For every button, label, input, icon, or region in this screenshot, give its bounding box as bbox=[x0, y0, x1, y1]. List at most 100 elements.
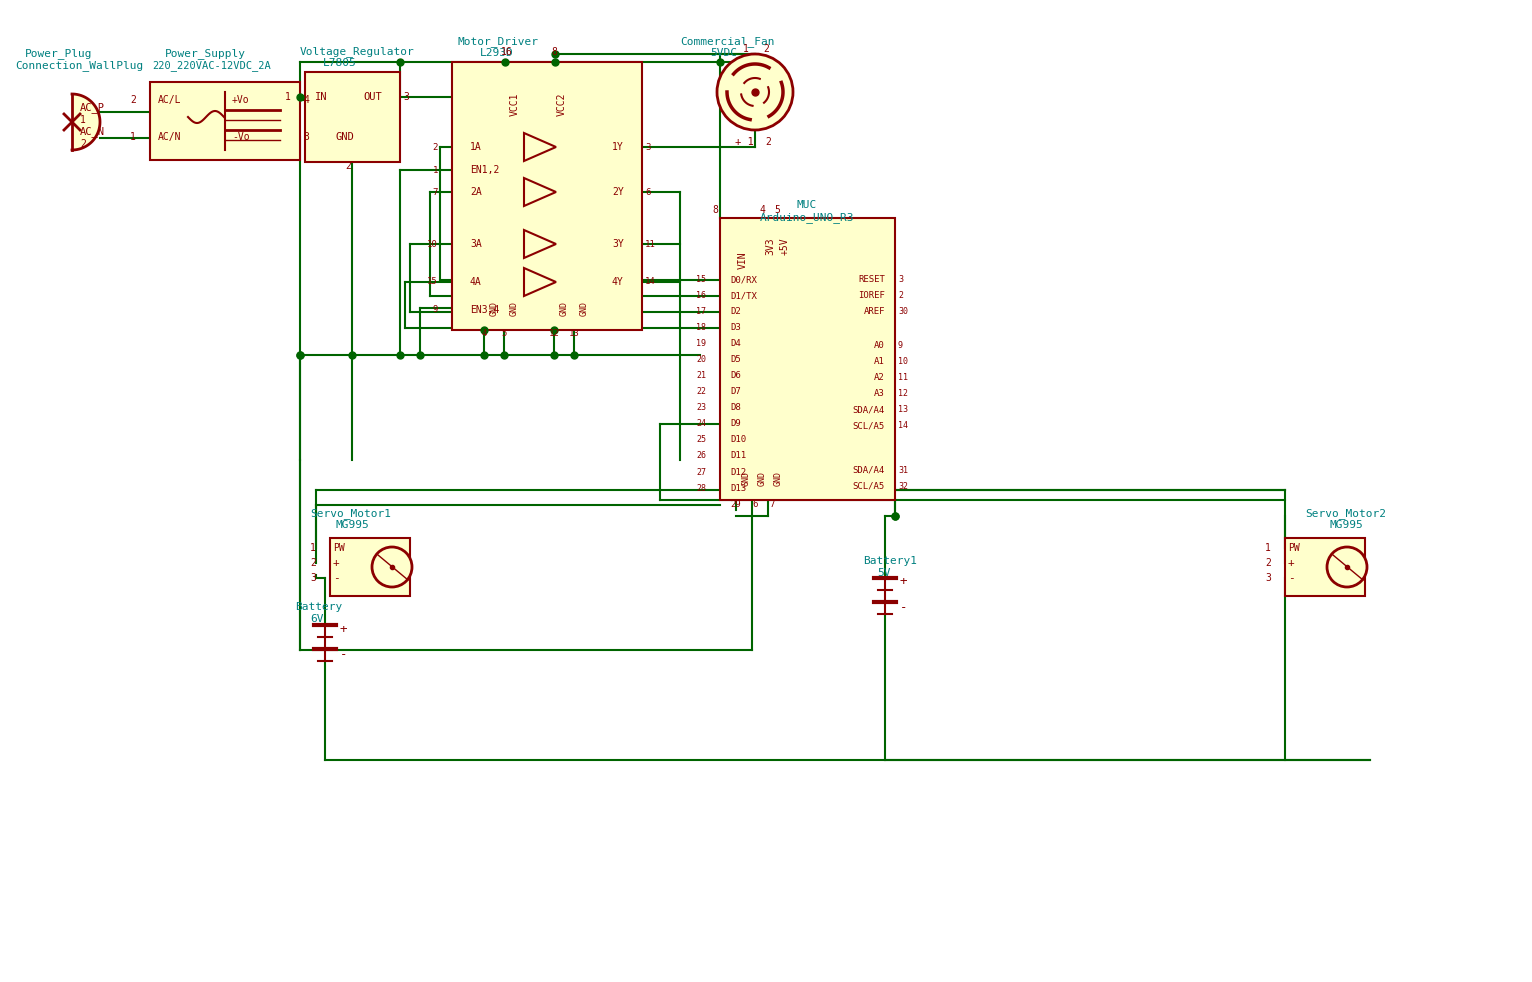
Text: D13: D13 bbox=[731, 483, 746, 493]
Text: 22: 22 bbox=[696, 388, 706, 397]
Text: 16: 16 bbox=[696, 292, 706, 300]
Text: MG995: MG995 bbox=[1330, 520, 1363, 530]
Text: 7: 7 bbox=[769, 500, 775, 509]
Text: 6: 6 bbox=[645, 188, 651, 196]
Text: Power_Plug: Power_Plug bbox=[25, 48, 92, 59]
Text: 8: 8 bbox=[552, 47, 558, 57]
Text: -: - bbox=[332, 573, 340, 583]
Text: GND: GND bbox=[510, 300, 519, 315]
Text: D4: D4 bbox=[731, 340, 741, 349]
Text: 15: 15 bbox=[696, 276, 706, 285]
Text: GND: GND bbox=[758, 470, 768, 485]
Text: 9: 9 bbox=[432, 305, 438, 314]
Text: MG995: MG995 bbox=[336, 520, 369, 530]
Text: 3V3: 3V3 bbox=[764, 238, 775, 254]
Text: VCC2: VCC2 bbox=[558, 92, 567, 116]
Text: 1: 1 bbox=[80, 115, 86, 125]
Text: GND: GND bbox=[490, 300, 499, 315]
Text: 3: 3 bbox=[898, 276, 902, 285]
Text: 2: 2 bbox=[1265, 558, 1272, 568]
Text: +5V: +5V bbox=[780, 238, 791, 254]
Text: SDA/A4: SDA/A4 bbox=[853, 406, 885, 414]
Text: 21: 21 bbox=[696, 371, 706, 380]
Text: +: + bbox=[332, 558, 340, 568]
Text: GND: GND bbox=[581, 300, 588, 315]
Polygon shape bbox=[524, 133, 556, 161]
Text: AC_N: AC_N bbox=[80, 127, 106, 137]
Text: 6: 6 bbox=[752, 500, 758, 509]
Text: D12: D12 bbox=[731, 467, 746, 476]
Text: 220_220VAC-12VDC_2A: 220_220VAC-12VDC_2A bbox=[152, 60, 271, 71]
Text: D11: D11 bbox=[731, 452, 746, 461]
Text: AC_P: AC_P bbox=[80, 102, 106, 114]
Text: D2: D2 bbox=[731, 307, 741, 316]
Text: L7805: L7805 bbox=[323, 58, 357, 68]
Text: 17: 17 bbox=[696, 307, 706, 316]
Text: 3: 3 bbox=[1265, 573, 1272, 583]
Polygon shape bbox=[524, 230, 556, 258]
Text: D8: D8 bbox=[731, 404, 741, 412]
Text: 23: 23 bbox=[696, 404, 706, 412]
Text: L293D: L293D bbox=[480, 48, 513, 58]
Text: SCL/A5: SCL/A5 bbox=[853, 481, 885, 490]
Text: AC/N: AC/N bbox=[158, 132, 181, 142]
Text: 12: 12 bbox=[898, 390, 908, 399]
Text: D7: D7 bbox=[731, 388, 741, 397]
Text: 7: 7 bbox=[432, 188, 438, 196]
Text: -: - bbox=[340, 648, 348, 662]
Text: SDA/A4: SDA/A4 bbox=[853, 465, 885, 474]
Text: 12: 12 bbox=[548, 330, 559, 339]
Text: 5: 5 bbox=[501, 330, 507, 339]
Text: + 1: + 1 bbox=[735, 137, 754, 147]
Text: 5: 5 bbox=[774, 205, 780, 215]
Text: 2: 2 bbox=[764, 137, 771, 147]
Text: Servo_Motor1: Servo_Motor1 bbox=[309, 508, 391, 518]
Text: 4: 4 bbox=[481, 330, 487, 339]
Polygon shape bbox=[72, 94, 100, 150]
Text: 3: 3 bbox=[309, 573, 316, 583]
Text: D5: D5 bbox=[731, 355, 741, 364]
Text: 4Y: 4Y bbox=[611, 277, 624, 287]
FancyBboxPatch shape bbox=[452, 62, 642, 330]
Text: Power_Supply: Power_Supply bbox=[165, 48, 247, 59]
Text: 5V: 5V bbox=[876, 568, 890, 578]
Polygon shape bbox=[524, 268, 556, 296]
Text: D1/TX: D1/TX bbox=[731, 292, 757, 300]
Text: 1: 1 bbox=[285, 92, 291, 102]
Text: -Vo: -Vo bbox=[231, 132, 250, 142]
Text: 8: 8 bbox=[712, 205, 719, 215]
Text: VIN: VIN bbox=[738, 251, 748, 269]
Text: +: + bbox=[340, 623, 348, 635]
Text: -: - bbox=[1288, 573, 1295, 583]
Text: 2: 2 bbox=[309, 558, 316, 568]
Text: 1: 1 bbox=[309, 543, 316, 553]
Text: SCL/A5: SCL/A5 bbox=[853, 421, 885, 430]
Text: +: + bbox=[899, 575, 907, 588]
Text: 4: 4 bbox=[758, 205, 764, 215]
Text: 30: 30 bbox=[898, 307, 908, 316]
Text: PW: PW bbox=[332, 543, 345, 553]
Text: 6V: 6V bbox=[309, 614, 323, 624]
Text: GND: GND bbox=[336, 132, 354, 142]
Text: 25: 25 bbox=[696, 435, 706, 445]
Text: D6: D6 bbox=[731, 371, 741, 380]
Text: 18: 18 bbox=[696, 323, 706, 333]
Text: AC/L: AC/L bbox=[158, 95, 181, 105]
Text: D3: D3 bbox=[731, 323, 741, 333]
Text: 26: 26 bbox=[696, 452, 706, 461]
Text: 29: 29 bbox=[731, 500, 741, 509]
Text: AREF: AREF bbox=[864, 307, 885, 316]
Text: Battery: Battery bbox=[296, 602, 342, 612]
Text: A1: A1 bbox=[875, 357, 885, 366]
Text: 20: 20 bbox=[696, 355, 706, 364]
Text: 27: 27 bbox=[696, 467, 706, 476]
Text: Motor_Driver: Motor_Driver bbox=[457, 36, 538, 47]
Text: 32: 32 bbox=[898, 481, 908, 490]
Text: IOREF: IOREF bbox=[858, 292, 885, 300]
Text: 19: 19 bbox=[696, 340, 706, 349]
FancyBboxPatch shape bbox=[150, 82, 300, 160]
Text: 3: 3 bbox=[303, 132, 309, 142]
Text: D10: D10 bbox=[731, 435, 746, 445]
Text: VCC1: VCC1 bbox=[510, 92, 519, 116]
Text: 10: 10 bbox=[898, 357, 908, 366]
